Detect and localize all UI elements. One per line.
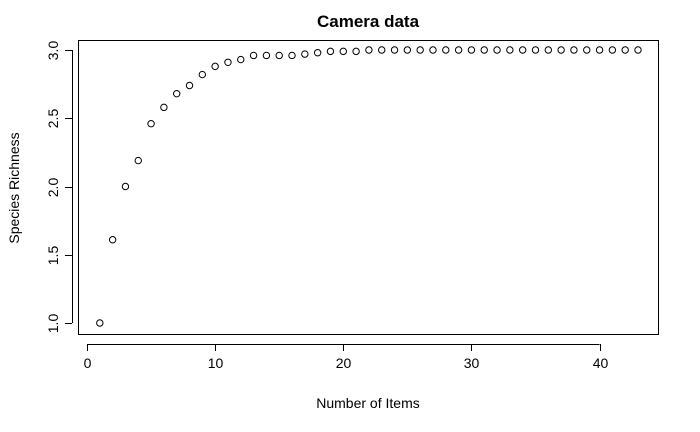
data-point <box>480 46 488 54</box>
x-axis: 0 10 20 30 40 <box>84 344 609 371</box>
data-point <box>429 46 437 54</box>
data-point <box>531 46 540 54</box>
x-tick-label: 0 <box>84 355 92 371</box>
data-point <box>96 319 104 327</box>
x-tick-label: 30 <box>464 355 480 371</box>
data-point <box>442 46 450 54</box>
data-points <box>96 46 642 327</box>
data-point <box>390 46 399 54</box>
data-point <box>249 51 258 60</box>
y-tick-label: 1.5 <box>45 246 61 266</box>
data-point <box>378 46 386 54</box>
data-point <box>557 46 565 54</box>
data-point <box>467 46 476 54</box>
data-point <box>237 55 245 64</box>
data-point <box>211 62 219 71</box>
data-point <box>493 46 501 54</box>
data-point <box>108 236 117 244</box>
x-axis-label: Number of Items <box>316 395 419 411</box>
chart-title: Camera data <box>317 12 420 31</box>
x-tick-label: 40 <box>593 355 609 371</box>
x-tick-label: 10 <box>208 355 224 371</box>
data-point <box>608 46 617 54</box>
y-tick-label: 2.5 <box>45 109 61 129</box>
data-point <box>160 103 168 112</box>
y-axis: 1.0 1.5 2.0 2.5 3.0 <box>45 41 73 334</box>
data-point <box>621 46 629 54</box>
data-point <box>326 47 335 56</box>
data-point <box>147 120 155 128</box>
x-tick-label: 20 <box>336 355 352 371</box>
data-point <box>365 46 373 54</box>
data-point <box>518 46 527 54</box>
data-point <box>134 156 142 165</box>
y-tick-label: 2.0 <box>45 178 61 198</box>
data-point <box>634 46 642 54</box>
data-point <box>301 50 309 58</box>
data-point <box>339 47 347 56</box>
data-point <box>416 46 424 54</box>
data-point <box>224 58 232 66</box>
data-point <box>275 51 283 60</box>
data-point <box>595 46 604 54</box>
data-point <box>570 46 578 54</box>
y-axis-label: Species Richness <box>6 132 22 243</box>
data-point <box>172 89 181 98</box>
y-tick-label: 1.0 <box>45 314 61 334</box>
plot-area-frame <box>78 40 659 335</box>
data-point <box>583 46 591 54</box>
data-point <box>506 46 514 54</box>
data-point <box>454 46 463 54</box>
data-point <box>352 47 360 56</box>
y-tick-label: 3.0 <box>45 41 61 61</box>
data-point <box>403 46 412 54</box>
data-point <box>544 46 553 54</box>
data-point <box>121 182 130 191</box>
data-point <box>185 81 194 90</box>
data-point <box>288 51 296 60</box>
data-point <box>313 49 322 57</box>
data-point <box>198 70 207 79</box>
data-point <box>262 51 271 60</box>
